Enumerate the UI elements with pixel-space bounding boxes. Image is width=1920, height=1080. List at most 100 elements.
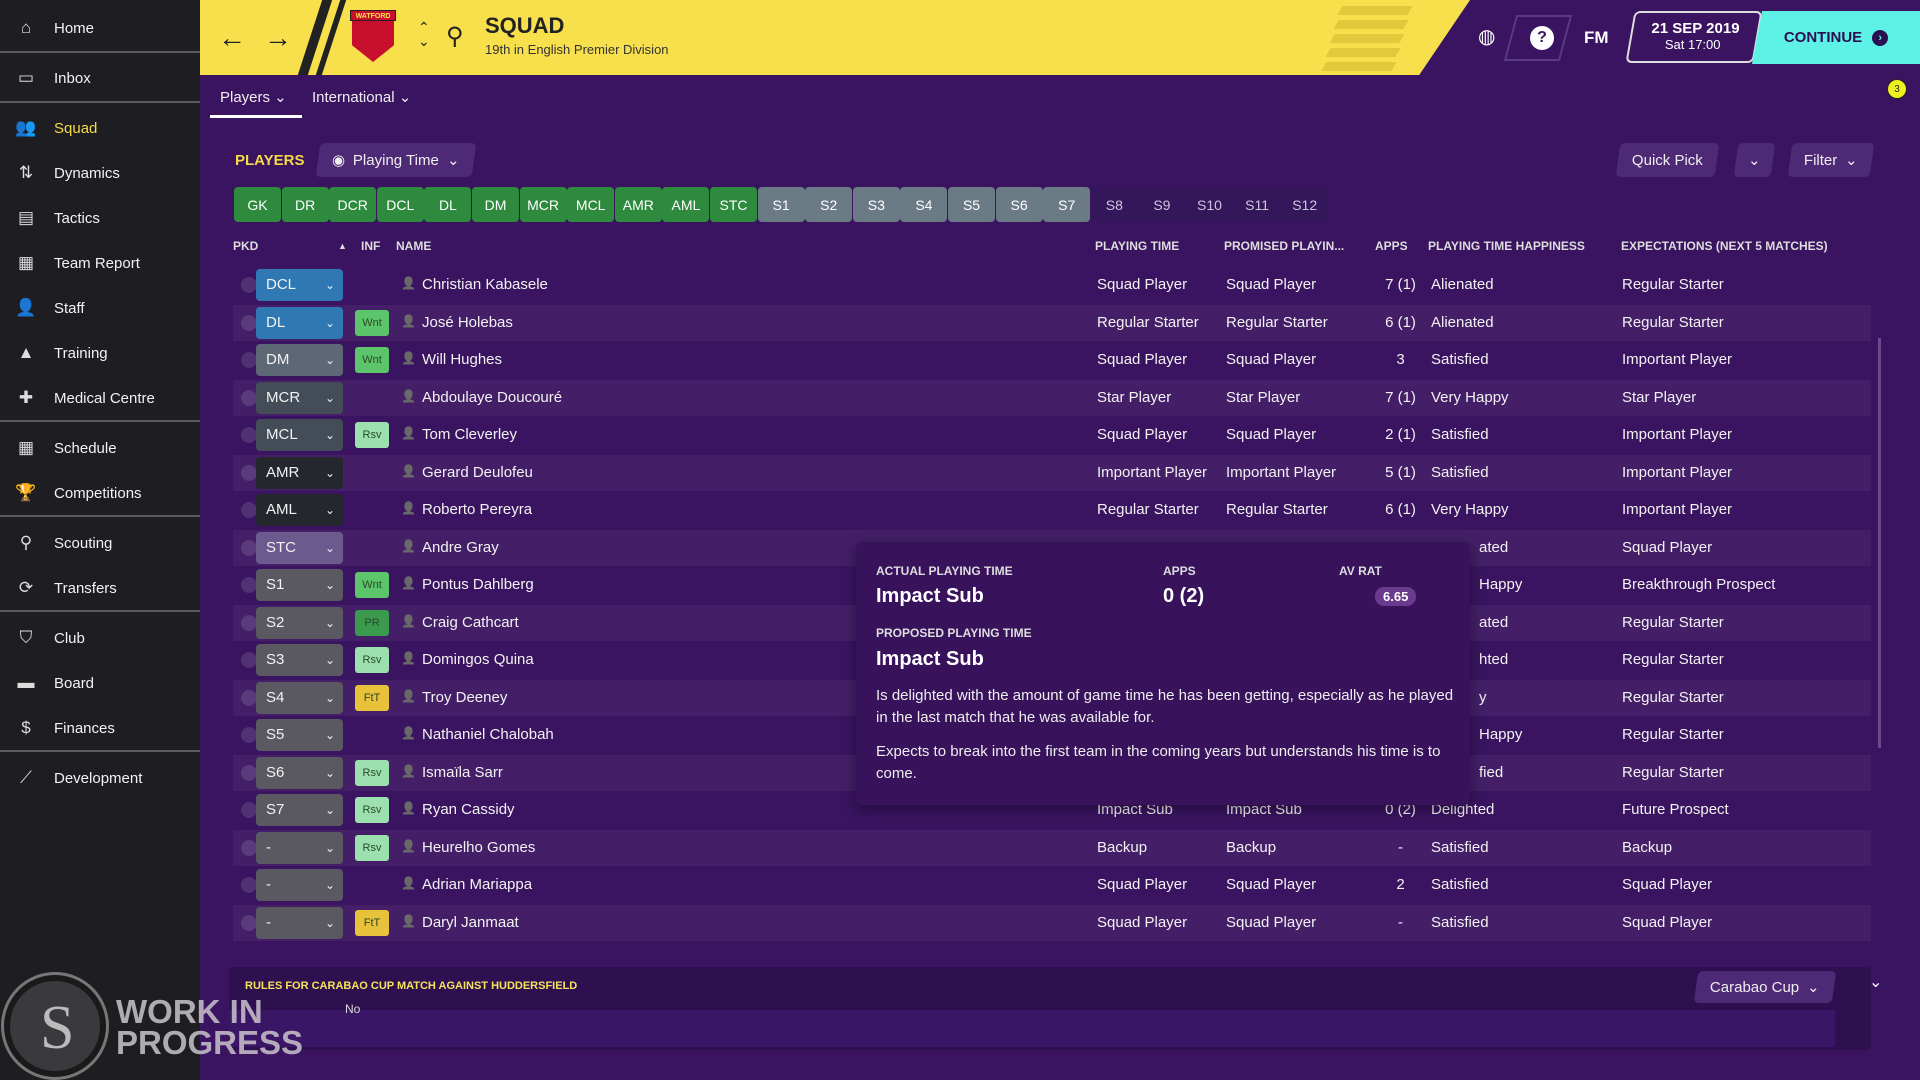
- position-filter-mcl[interactable]: MCL: [567, 187, 615, 222]
- position-select[interactable]: STC ⌄: [256, 531, 343, 564]
- position-filter-s1[interactable]: S1: [757, 187, 805, 222]
- position-filter-amr[interactable]: AMR: [614, 187, 662, 222]
- pick-checkbox[interactable]: [241, 914, 257, 931]
- player-name[interactable]: Tom Cleverley: [422, 426, 518, 443]
- position-select[interactable]: S6 ⌄: [256, 756, 343, 789]
- player-name[interactable]: Gerard Deulofeu: [422, 463, 533, 481]
- competition-dropdown[interactable]: Carabao Cup ⌄: [1693, 971, 1837, 1003]
- position-filter-gk[interactable]: GK: [234, 187, 281, 222]
- table-row[interactable]: - ⌄ FtT 👤 Daryl Janmaat Squad Player Squad Pla…: [233, 904, 1871, 941]
- sidebar-item-tactics[interactable]: ▤ Tactics: [0, 198, 200, 238]
- player-name[interactable]: Craig Cathcart: [422, 613, 519, 631]
- position-select[interactable]: MCL ⌄: [256, 419, 343, 451]
- col-expectations[interactable]: EXPECTATIONS (NEXT 5 MATCHES): [1621, 239, 1828, 253]
- sidebar-item-squad[interactable]: 👥 Squad: [0, 108, 200, 148]
- position-select[interactable]: S7 ⌄: [256, 794, 343, 826]
- player-name[interactable]: Heurelho Gomes: [422, 838, 536, 856]
- table-row[interactable]: AMR ⌄ 👤 Gerard Deulofeu Important Player Impo…: [233, 454, 1871, 491]
- position-select[interactable]: S5 ⌄: [256, 719, 343, 751]
- position-filter-s4[interactable]: S4: [900, 187, 948, 222]
- sidebar-item-inbox[interactable]: ▭ Inbox: [0, 58, 200, 98]
- position-filter-dr[interactable]: DR: [281, 187, 329, 222]
- pick-checkbox[interactable]: [241, 689, 257, 706]
- pick-checkbox[interactable]: [241, 389, 257, 406]
- player-name[interactable]: Abdoulaye Doucouré: [422, 388, 563, 406]
- sidebar-item-scouting[interactable]: ⚲ Scouting: [0, 523, 200, 563]
- sidebar-item-schedule[interactable]: ▦ Schedule: [0, 428, 200, 468]
- player-name[interactable]: José Holebas: [422, 313, 513, 331]
- player-name[interactable]: Andre Gray: [422, 538, 499, 556]
- position-filter-dm[interactable]: DM: [472, 187, 519, 222]
- sidebar-item-club[interactable]: ⛉ Club: [0, 618, 200, 658]
- notification-badge[interactable]: 3: [1887, 79, 1907, 99]
- position-filter-dl[interactable]: DL: [424, 187, 472, 222]
- view-selector[interactable]: ◉ Playing Time ⌄: [315, 143, 476, 177]
- globe-icon[interactable]: ◍: [1478, 26, 1496, 48]
- table-row[interactable]: MCL ⌄ Rsv 👤 Tom Cleverley Squad Player Squad P…: [233, 417, 1871, 453]
- table-row[interactable]: DCL ⌄ 👤 Christian Kabasele Squad Player Squad…: [233, 267, 1871, 303]
- pick-checkbox[interactable]: [241, 427, 257, 443]
- player-name[interactable]: Daryl Janmaat: [422, 913, 519, 931]
- table-row[interactable]: S3 ⌄ Rsv 👤 Domingos Quina hted Regular Starter: [233, 642, 1871, 678]
- table-row[interactable]: DL ⌄ Wnt 👤 José Holebas Regular Starter Regula…: [233, 304, 1871, 341]
- table-row[interactable]: DM ⌄ Wnt 👤 Will Hughes Squad Player Squad Play…: [233, 342, 1871, 378]
- pick-checkbox[interactable]: [241, 652, 257, 668]
- switch-club-chevrons-icon[interactable]: ⌃ ⌄: [418, 19, 430, 49]
- pick-checkbox[interactable]: [241, 464, 257, 481]
- quick-pick-dropdown[interactable]: ⌄: [1733, 143, 1775, 177]
- table-row[interactable]: - ⌄ Rsv 👤 Heurelho Gomes Backup Backup - Satisfi…: [233, 829, 1871, 866]
- position-select[interactable]: S4 ⌄: [256, 681, 343, 714]
- col-apps[interactable]: APPS: [1375, 239, 1408, 253]
- position-select[interactable]: DL ⌄: [256, 306, 343, 339]
- sort-asc-icon[interactable]: ▲: [338, 241, 347, 251]
- scrollbar[interactable]: [1878, 338, 1881, 748]
- position-select[interactable]: MCR ⌄: [256, 381, 343, 414]
- quick-pick-button[interactable]: Quick Pick: [1615, 143, 1720, 177]
- player-name[interactable]: Nathaniel Chalobah: [422, 726, 554, 743]
- col-promised[interactable]: PROMISED PLAYIN...: [1224, 239, 1345, 253]
- player-name[interactable]: Troy Deeney: [422, 688, 508, 706]
- pick-checkbox[interactable]: [241, 314, 257, 331]
- position-filter-mcr[interactable]: MCR: [519, 187, 567, 222]
- back-button[interactable]: ←: [218, 22, 246, 53]
- sidebar-item-training[interactable]: ▲ Training: [0, 333, 200, 373]
- table-row[interactable]: MCR ⌄ 👤 Abdoulaye Doucouré Star Player Star P…: [233, 379, 1871, 416]
- position-select[interactable]: AML ⌄: [256, 494, 343, 526]
- pick-checkbox[interactable]: [241, 352, 257, 368]
- player-name[interactable]: Christian Kabasele: [422, 276, 548, 293]
- player-name[interactable]: Ismaïla Sarr: [422, 763, 503, 781]
- pick-checkbox[interactable]: [241, 502, 257, 518]
- sidebar-item-home[interactable]: ⌂ Home: [0, 8, 200, 48]
- position-filter-s7[interactable]: S7: [1043, 187, 1091, 222]
- position-select[interactable]: S1 ⌄: [256, 569, 343, 601]
- sidebar-item-transfers[interactable]: ⟳ Transfers: [0, 568, 200, 608]
- position-filter-dcr[interactable]: DCR: [329, 187, 377, 222]
- table-row[interactable]: - ⌄ 👤 Adrian Mariappa Squad Player Squad Play…: [233, 867, 1871, 903]
- player-name[interactable]: Pontus Dahlberg: [422, 576, 534, 593]
- pick-checkbox[interactable]: [241, 277, 257, 293]
- pick-checkbox[interactable]: [241, 539, 257, 556]
- position-filter-s11[interactable]: S11: [1233, 187, 1281, 222]
- position-select[interactable]: S3 ⌄: [256, 644, 343, 676]
- continue-button[interactable]: CONTINUE ›: [1752, 11, 1920, 64]
- sidebar-item-staff[interactable]: 👤 Staff: [0, 288, 200, 328]
- sidebar-item-board[interactable]: ▬ Board: [0, 663, 200, 703]
- pick-checkbox[interactable]: [241, 614, 257, 631]
- col-inf[interactable]: INF: [361, 239, 381, 253]
- col-happiness[interactable]: PLAYING TIME HAPPINESS: [1428, 239, 1585, 253]
- search-icon[interactable]: ⚲: [446, 23, 464, 50]
- forward-button[interactable]: →: [264, 22, 292, 53]
- position-filter-s3[interactable]: S3: [852, 187, 900, 222]
- position-filter-dcl[interactable]: DCL: [376, 187, 424, 222]
- position-filter-s2[interactable]: S2: [805, 187, 853, 222]
- position-filter-s5[interactable]: S5: [948, 187, 995, 222]
- pick-checkbox[interactable]: [241, 764, 257, 781]
- col-name[interactable]: NAME: [396, 239, 432, 253]
- tab-international[interactable]: International ⌄: [312, 89, 412, 106]
- position-filter-s12[interactable]: S12: [1281, 187, 1329, 222]
- table-row[interactable]: AML ⌄ 👤 Roberto Pereyra Regular Starter Regul…: [233, 492, 1871, 528]
- sidebar-item-dynamics[interactable]: ⇅ Dynamics: [0, 153, 200, 193]
- sidebar-item-finances[interactable]: $ Finances: [0, 708, 200, 748]
- player-name[interactable]: Adrian Mariappa: [422, 876, 533, 893]
- pick-checkbox[interactable]: [241, 839, 257, 856]
